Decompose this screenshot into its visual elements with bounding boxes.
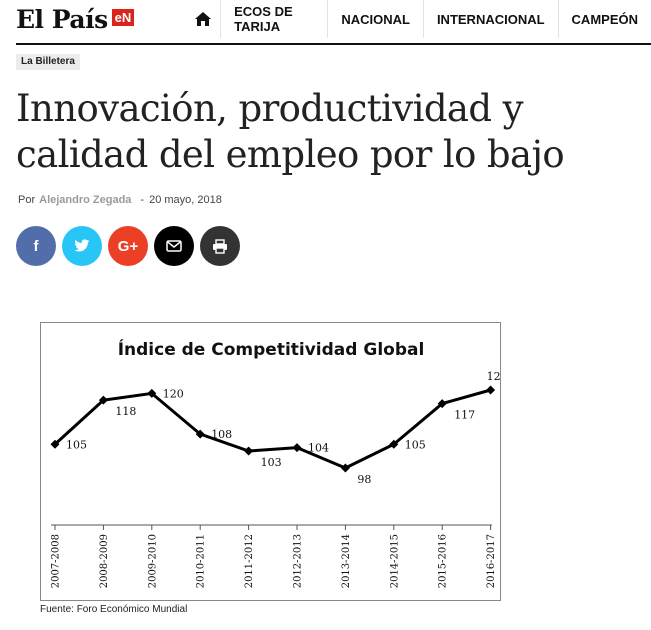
data-label: 117 xyxy=(454,409,475,422)
data-label: 103 xyxy=(261,456,282,469)
data-label: 118 xyxy=(115,405,136,418)
nav-ecos-de-tarija[interactable]: ECOS DE TARIJA xyxy=(220,0,327,38)
x-tick-label: 2013-2014 xyxy=(341,534,352,588)
nav-campeon[interactable]: CAMPEÓN xyxy=(557,0,651,38)
x-tick-label: 2009-2010 xyxy=(147,534,158,588)
home-icon xyxy=(195,12,212,26)
data-point xyxy=(486,385,496,395)
facebook-icon: f xyxy=(33,237,39,255)
google-plus-icon: G+ xyxy=(117,237,139,255)
print-icon xyxy=(213,238,227,254)
competitiveness-chart: Índice de Competitividad Global 105 118 12… xyxy=(50,338,502,588)
logo-text: El País xyxy=(16,4,108,34)
twitter-icon xyxy=(74,239,90,252)
facebook-share-button[interactable]: f xyxy=(16,226,56,266)
x-tick-label: 2012-2013 xyxy=(293,534,304,588)
data-points xyxy=(50,385,496,473)
nav-nacional[interactable]: NACIONAL xyxy=(327,0,423,38)
email-icon xyxy=(166,240,182,252)
data-label: 105 xyxy=(405,438,426,451)
x-tick-labels: 2007-2008 2008-2009 2009-2010 2010-2011 2011… xyxy=(51,534,498,588)
x-tick-label: 2011-2012 xyxy=(244,534,255,588)
email-share-button[interactable] xyxy=(154,226,194,266)
data-labels: 105 118 120 108 103 104 98 105 117 121 xyxy=(66,370,502,486)
x-ticks xyxy=(54,525,492,530)
article-date: 20 mayo, 2018 xyxy=(149,194,222,206)
twitter-share-button[interactable] xyxy=(62,226,102,266)
chart-source: Fuente: Foro Económico Mundial xyxy=(40,604,188,615)
data-label: 108 xyxy=(211,428,232,441)
google-plus-share-button[interactable]: G+ xyxy=(108,226,148,266)
data-point xyxy=(195,429,205,439)
nav-home[interactable] xyxy=(186,0,220,38)
by-label: Por xyxy=(18,194,36,206)
data-label: 120 xyxy=(163,387,184,400)
data-label: 98 xyxy=(357,473,371,486)
x-tick-label: 2010-2011 xyxy=(196,534,207,588)
nav-internacional[interactable]: INTERNACIONAL xyxy=(422,0,558,38)
data-label: 105 xyxy=(66,438,87,451)
x-tick-label: 2016-2017 xyxy=(486,534,497,588)
site-logo[interactable]: El País eN xyxy=(16,4,135,34)
data-point xyxy=(437,399,447,409)
header-divider xyxy=(16,43,651,45)
data-point xyxy=(389,439,399,449)
meta-separator: - xyxy=(140,194,145,206)
data-point xyxy=(147,388,157,398)
site-header: El País eN ECOS DE TARIJA NACIONAL INTER… xyxy=(0,0,651,46)
print-button[interactable] xyxy=(200,226,240,266)
data-point xyxy=(98,395,108,405)
x-tick-label: 2015-2016 xyxy=(438,534,449,588)
x-tick-label: 2008-2009 xyxy=(99,534,110,588)
x-tick-label: 2014-2015 xyxy=(389,534,400,588)
data-label: 121 xyxy=(487,370,502,383)
series-line xyxy=(53,388,492,470)
x-tick-label: 2007-2008 xyxy=(51,534,62,588)
share-bar: f G+ xyxy=(16,226,246,266)
data-point xyxy=(340,463,350,473)
chart-title: Índice de Competitividad Global xyxy=(118,338,425,360)
data-point xyxy=(244,446,254,456)
main-nav: ECOS DE TARIJA NACIONAL INTERNACIONAL CA… xyxy=(186,0,651,38)
author-link[interactable]: Alejandro Zegada xyxy=(39,194,132,206)
logo-badge: eN xyxy=(111,8,135,26)
data-point xyxy=(50,439,60,449)
article-meta: Por Alejandro Zegada -20 mayo, 2018 xyxy=(18,194,222,206)
data-point xyxy=(292,443,302,453)
data-label: 104 xyxy=(308,442,329,455)
chart-image: Índice de Competitividad Global 105 118 12… xyxy=(40,322,502,601)
article-title: Innovación, productividad y calidad del … xyxy=(16,87,565,176)
category-tag[interactable]: La Billetera xyxy=(16,54,80,70)
